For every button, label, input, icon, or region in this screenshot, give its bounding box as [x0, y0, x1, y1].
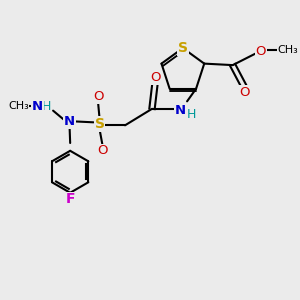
- Text: H: H: [42, 100, 51, 113]
- Text: O: O: [150, 71, 160, 85]
- Text: N: N: [64, 115, 75, 128]
- Text: S: S: [94, 117, 104, 131]
- Text: N: N: [175, 104, 186, 117]
- Text: CH₃: CH₃: [8, 101, 29, 111]
- Text: F: F: [65, 192, 75, 206]
- Text: O: O: [97, 144, 108, 157]
- Text: CH₃: CH₃: [277, 45, 298, 55]
- Text: O: O: [239, 85, 249, 99]
- Text: S: S: [178, 41, 188, 55]
- Text: H: H: [187, 108, 196, 121]
- Text: O: O: [255, 45, 266, 58]
- Text: O: O: [93, 90, 103, 103]
- Text: N: N: [32, 100, 43, 113]
